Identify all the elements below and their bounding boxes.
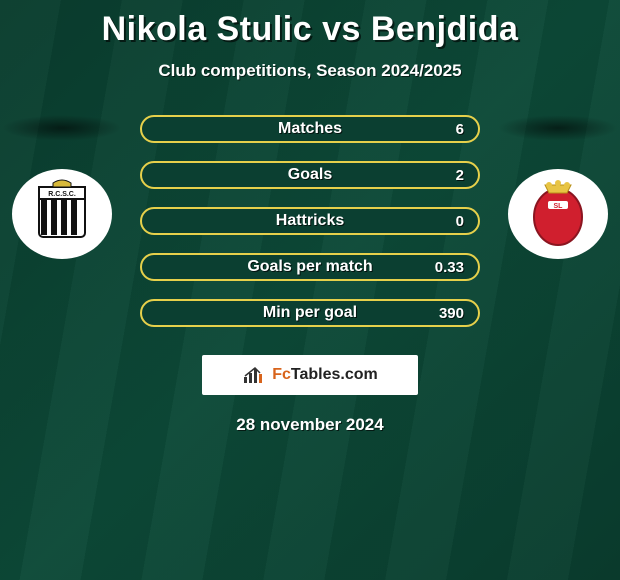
stat-value: 0: [456, 213, 464, 230]
stat-label: Goals: [288, 166, 332, 184]
logo-prefix: Fc: [272, 366, 291, 383]
page-subtitle: Club competitions, Season 2024/2025: [0, 61, 620, 81]
page-title: Nikola Stulic vs Benjdida: [0, 0, 620, 49]
right-side: SL: [498, 115, 618, 259]
svg-text:R.C.S.C.: R.C.S.C.: [48, 191, 76, 198]
stat-value: 6: [456, 121, 464, 138]
club-badge-left: R.C.S.C.: [12, 169, 112, 259]
snapshot-date: 28 november 2024: [0, 415, 620, 435]
comparison-row: R.C.S.C. Matches 6 Goals 2 Hattricks 0 G…: [0, 115, 620, 327]
stat-label: Matches: [278, 120, 342, 138]
club-badge-right: SL: [508, 169, 608, 259]
bar-chart-icon: [242, 365, 266, 385]
player-shadow-right: [498, 115, 618, 141]
stat-label: Min per goal: [263, 304, 357, 322]
stat-row-min-per-goal: Min per goal 390: [140, 299, 480, 327]
logo-suffix: Tables.com: [291, 366, 378, 383]
stat-row-matches: Matches 6: [140, 115, 480, 143]
stat-value: 390: [439, 305, 464, 322]
charleroi-crest-icon: R.C.S.C.: [25, 177, 99, 251]
stat-value: 2: [456, 167, 464, 184]
stat-label: Goals per match: [247, 258, 372, 276]
stat-row-hattricks: Hattricks 0: [140, 207, 480, 235]
left-side: R.C.S.C.: [2, 115, 122, 259]
stat-row-goals-per-match: Goals per match 0.33: [140, 253, 480, 281]
stats-column: Matches 6 Goals 2 Hattricks 0 Goals per …: [140, 115, 480, 327]
svg-text:SL: SL: [554, 203, 564, 210]
site-logo-text: FcTables.com: [272, 366, 378, 384]
stat-value: 0.33: [435, 259, 464, 276]
standard-crest-icon: SL: [521, 177, 595, 251]
stat-label: Hattricks: [276, 212, 344, 230]
stat-row-goals: Goals 2: [140, 161, 480, 189]
site-logo[interactable]: FcTables.com: [202, 355, 418, 395]
player-shadow-left: [2, 115, 122, 141]
